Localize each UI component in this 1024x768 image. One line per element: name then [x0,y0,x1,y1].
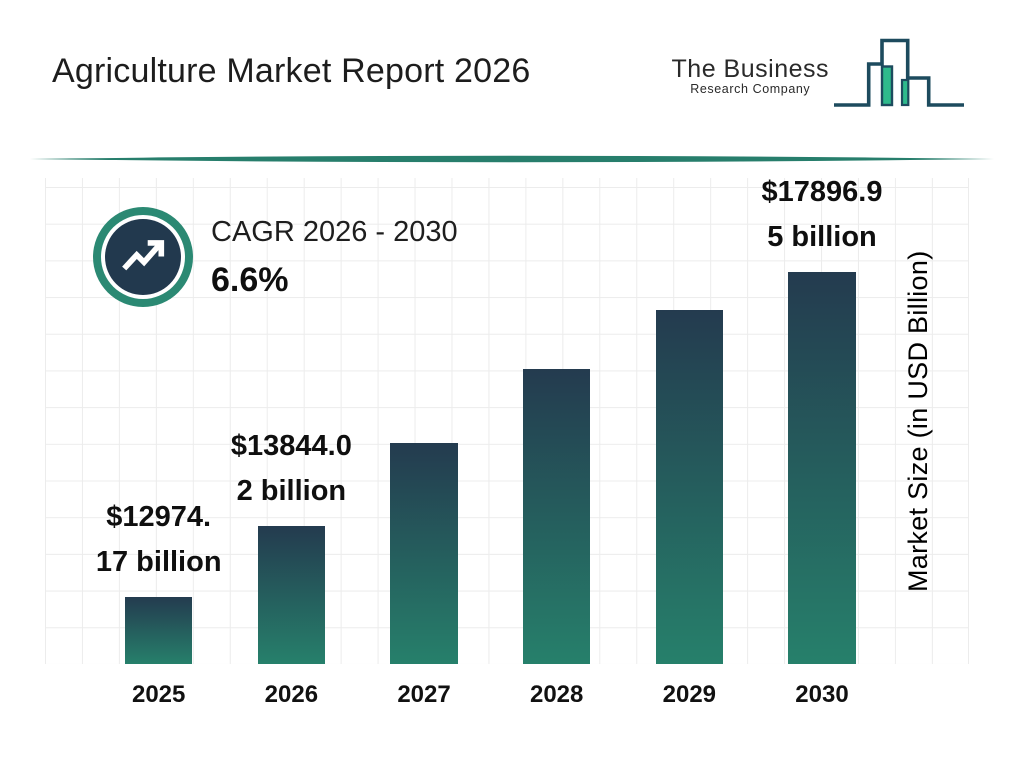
divider-line [30,155,994,163]
x-tick-2025: 2025 [131,681,186,708]
bar-value-label-line: 2 billion [236,475,347,507]
bar-2029 [655,310,724,664]
logo-company-name: The Business [671,55,829,83]
x-tick-2029: 2029 [662,681,717,708]
x-tick-2027: 2027 [397,681,451,708]
bar-2026 [257,526,326,664]
bar-value-label-line: $17896.9 [761,176,883,208]
trending-up-icon [122,240,165,271]
company-logo: The Business Research Company [672,38,966,110]
x-tick-2030: 2030 [795,681,849,708]
bar-value-label-line: $12974. [106,501,212,533]
bar-value-label-line: $13844.0 [230,430,352,462]
cagr-badge [93,207,193,307]
logo-company-subtitle: Research Company [690,82,811,96]
logo-text: The Business Research Company [672,56,829,110]
bar-2030 [788,272,856,664]
cagr-badge-ring [101,215,185,299]
chart-plot-area: $12974. 17 billion $13844.0 2 billion $17896… [44,176,969,664]
logo-buildings-icon [834,38,964,107]
y-axis-label: Market Size (in USD Billion) [903,250,933,592]
page-title: Agriculture Market Report 2026 [52,52,531,90]
cagr-value: 6.6% [211,261,289,299]
bar-2027 [390,443,458,664]
bar-value-label-line: 5 billion [767,221,877,253]
bar-value-label-2026: $13844.0 2 billion [176,424,406,514]
bar-2025 [125,597,193,664]
bar-value-label-2030: $17896.9 5 billion [707,170,937,260]
bar-2028 [522,369,591,664]
x-tick-2028: 2028 [529,681,584,708]
x-tick-2026: 2026 [264,681,319,708]
cagr-period-label: CAGR 2026 - 2030 [211,216,458,248]
bar-value-label-line: 17 billion [95,546,222,578]
cagr-badge-core [105,219,181,295]
bar-value-label-2025: $12974. 17 billion [44,495,274,585]
